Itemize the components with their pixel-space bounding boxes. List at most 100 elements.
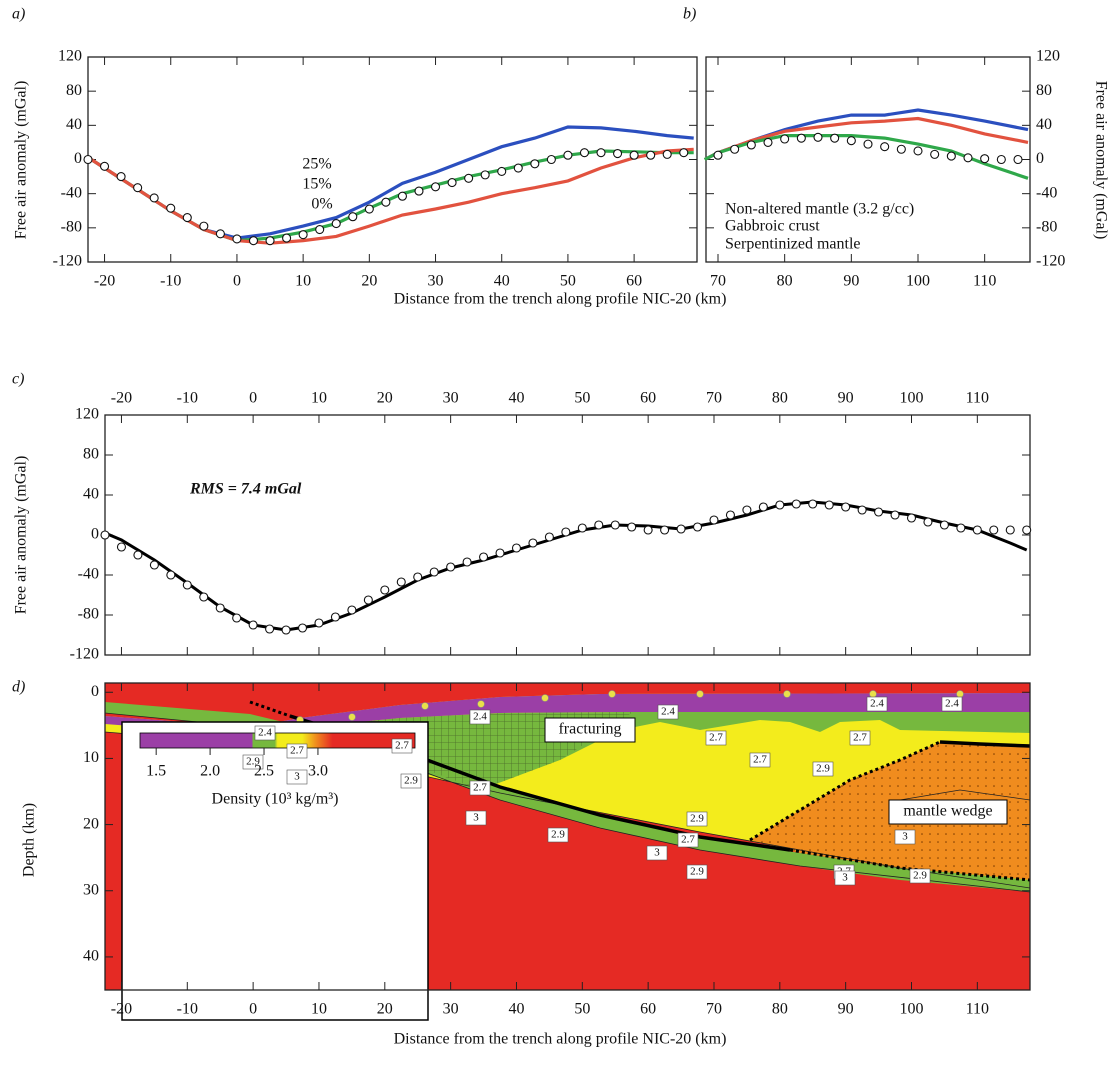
x-tick-label: 10 — [311, 1001, 327, 1018]
observed-point — [863, 139, 873, 149]
observed-point — [679, 148, 689, 158]
x-tick-label: 100 — [906, 273, 930, 290]
series-line — [703, 134, 1029, 180]
legend-entry: Serpentinized mantle — [725, 236, 861, 253]
contour-label-text: 2.4 — [661, 706, 675, 718]
observed-point — [742, 505, 752, 515]
y-tick-label: -40 — [1036, 184, 1057, 201]
y-axis-title: Free air anomaly (mGal) — [13, 81, 30, 240]
colorbar-tick-label: 2.0 — [200, 763, 220, 780]
y-axis-title: Depth (km) — [21, 803, 38, 877]
observed-point — [116, 172, 126, 182]
contour-label-box — [849, 730, 871, 746]
observed-point — [396, 577, 406, 587]
y-tick-label: 0 — [91, 526, 99, 543]
observed-point — [511, 543, 522, 553]
observed-point — [298, 230, 308, 240]
y-tick-label: 80 — [83, 446, 99, 463]
x-tick-label: -20 — [111, 1001, 132, 1018]
observed-point — [462, 557, 472, 567]
x-tick-label: 90 — [843, 273, 859, 290]
contour-label: 2.4 — [866, 696, 888, 712]
x-tick-label: 90 — [838, 1001, 854, 1018]
observed-point — [182, 580, 192, 590]
observed-point — [347, 605, 357, 615]
observed-point — [215, 229, 225, 239]
contour-label-text: 2.7 — [753, 754, 767, 766]
observed-point — [166, 570, 176, 580]
observed-point — [363, 595, 373, 605]
contour-label: 2.9 — [400, 773, 422, 789]
y-tick-label: -80 — [78, 606, 99, 623]
panel-label: b) — [683, 6, 696, 23]
observed-point — [464, 173, 474, 183]
x-tick-label: 50 — [574, 1001, 590, 1018]
x-tick-label: -10 — [177, 1001, 198, 1018]
contour-label-text: 2.7 — [290, 745, 304, 757]
contour-label: 2.7 — [749, 752, 771, 768]
observed-point — [643, 525, 653, 535]
y-tick-label: 40 — [83, 948, 99, 965]
contour-label-text: 3 — [473, 812, 479, 824]
contour-label-box — [646, 845, 668, 861]
sediments — [105, 693, 1030, 735]
contour-label-box — [749, 752, 771, 768]
colorbar-tick-label: 3.0 — [308, 763, 328, 780]
x-tick-label: 30 — [443, 390, 459, 407]
x-tick-label: 60 — [640, 390, 656, 407]
y-tick-label: 10 — [83, 749, 99, 766]
observed-point — [116, 542, 127, 552]
observed-point — [857, 505, 867, 515]
contour-label-text: 2.7 — [709, 732, 723, 744]
x-tick-label: 70 — [710, 273, 726, 290]
contour-label: 2.9 — [686, 864, 708, 880]
contour-label: 2.9 — [547, 827, 569, 843]
observed-point — [281, 625, 291, 635]
observed-point — [248, 620, 258, 630]
colorbar-box — [121, 721, 429, 1021]
observed-point — [577, 523, 587, 533]
contour-label: 3 — [465, 810, 487, 826]
colorbar — [139, 732, 416, 749]
observed-point — [563, 150, 573, 160]
legend-entry: 15% — [302, 176, 331, 193]
contour-label-text: 3 — [294, 771, 300, 783]
x-tick-label: 10 — [311, 390, 327, 407]
observed-point — [265, 236, 275, 246]
observed-point — [546, 154, 556, 165]
observed-point — [480, 170, 490, 180]
contour-label: 2.9 — [242, 754, 264, 770]
observed-point — [596, 148, 606, 158]
y-tick-label: 30 — [83, 881, 99, 898]
observed-point — [930, 149, 940, 159]
observed-point — [880, 142, 890, 152]
observed-point — [972, 525, 982, 535]
x-tick-label: 80 — [772, 1001, 788, 1018]
observed-point — [315, 224, 325, 235]
contour-label-box — [941, 696, 963, 712]
observed-point — [479, 552, 489, 562]
observed-point — [963, 153, 973, 163]
series-line — [703, 108, 1029, 161]
contour-label-box — [286, 769, 308, 785]
contour-label-text: 2.7 — [395, 740, 409, 752]
contour-label-text: 2.7 — [681, 834, 695, 846]
observed-point — [199, 592, 209, 602]
observed-point — [100, 530, 110, 540]
observed-point — [149, 560, 159, 570]
y-axis-title: Free air anomaly (mGal) — [1092, 81, 1109, 240]
annotation: RMS = 7.4 mGal — [189, 481, 302, 498]
x-tick-label: 10 — [295, 273, 311, 290]
contour-label: 2.7 — [286, 743, 308, 759]
observed-point — [561, 527, 571, 537]
contour-label-text: 2.9 — [404, 775, 418, 787]
observed-point — [314, 618, 324, 628]
observed-point — [846, 136, 856, 146]
observed-point — [544, 532, 554, 542]
contour-label-text: 2.4 — [473, 711, 487, 723]
contour-label-text: 2.9 — [690, 866, 704, 878]
observed-point — [780, 134, 790, 144]
observed-point — [215, 603, 225, 613]
observed-point — [627, 522, 637, 532]
x-tick-label: 40 — [508, 390, 524, 407]
